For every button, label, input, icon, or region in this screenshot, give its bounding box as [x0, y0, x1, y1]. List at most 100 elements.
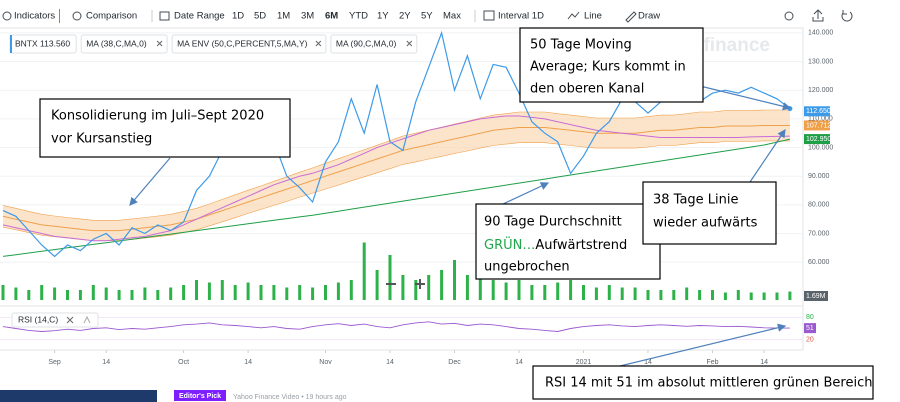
- annotation-box: [475, 203, 661, 280]
- rsi-up-button[interactable]: [83, 315, 91, 324]
- line-icon: [567, 11, 580, 20]
- indicator-tag[interactable]: [330, 34, 418, 54]
- volume-bar: [195, 280, 198, 300]
- volume-bar: [259, 285, 263, 300]
- volume-bar: [207, 282, 211, 300]
- price-tag-label: 112.650: [806, 108, 831, 115]
- cursor: [59, 9, 60, 23]
- indicator-tag[interactable]: [171, 34, 327, 54]
- toolbar: Indicators Comparison Date Range 1D 5D 1M 3…: [2, 9, 853, 23]
- comparison-button[interactable]: Comparison: [86, 11, 137, 22]
- price-tag-label: 107.712: [806, 122, 831, 129]
- watermark: finance: [703, 35, 770, 56]
- range-button[interactable]: Max: [443, 11, 461, 22]
- indicator-close-button[interactable]: [406, 40, 413, 47]
- indicators-button[interactable]: Indicators: [14, 11, 55, 22]
- annotation: 90 Tage Durchschnitt GRÜN…Aufwärtstrend …: [475, 182, 661, 280]
- volume-bar: [182, 285, 186, 300]
- settings-button[interactable]: [784, 11, 794, 21]
- annotation-box: [532, 365, 874, 400]
- volume-bar: [401, 275, 405, 300]
- interval-button[interactable]: Interval 1D: [498, 11, 544, 22]
- volume-bar: [27, 290, 31, 300]
- indicator-tag[interactable]: [80, 34, 168, 54]
- x-tick-label: Feb: [706, 359, 718, 366]
- y-tick-label: 140.000: [808, 30, 833, 37]
- volume-bar: [14, 287, 18, 300]
- volume-bar: [749, 292, 753, 300]
- volume-bar: [594, 287, 598, 300]
- annotation-box: [642, 181, 777, 245]
- volume-bar: [40, 285, 44, 300]
- range-button[interactable]: 1D: [232, 11, 244, 22]
- volume-bar: [685, 287, 689, 300]
- article-source: Yahoo Finance Video • 19 hours ago: [233, 394, 347, 401]
- line-button[interactable]: Line: [584, 11, 602, 22]
- range-button[interactable]: 5Y: [421, 11, 433, 22]
- range-button[interactable]: 2Y: [399, 11, 411, 22]
- volume-bar: [762, 292, 766, 300]
- comparison-icon: [72, 11, 82, 21]
- indicator-close-button[interactable]: [156, 40, 163, 47]
- rsi-tick-label: 80: [806, 314, 814, 321]
- volume-bar: [104, 287, 108, 300]
- annotation-text: Average; Kurs kommt in: [530, 60, 686, 75]
- indicator-tag-label: MA (38,C,MA,0): [86, 38, 147, 48]
- annotation-arrow: [619, 323, 787, 367]
- volume-bar: [465, 275, 469, 300]
- volume-bar: [633, 287, 637, 300]
- volume-bar: [362, 242, 366, 300]
- annotation-text: vor Kursanstieg: [51, 132, 152, 147]
- reset-button[interactable]: [841, 10, 853, 22]
- volume-bar: [517, 280, 521, 300]
- annotation-arrow: [699, 85, 792, 111]
- volume-bar: [478, 270, 482, 300]
- annotation: RSI 14 mit 51 im absolut mittleren grüne…: [532, 323, 874, 400]
- volume-bar: [414, 280, 418, 300]
- volume-bar: [169, 287, 173, 300]
- x-tick-label: Nov: [319, 359, 332, 366]
- date-range-button[interactable]: Date Range: [174, 11, 225, 22]
- volume-bar: [569, 280, 573, 300]
- volume-bar: [659, 290, 663, 300]
- annotation: 38 Tage Linie wieder aufwärts: [642, 129, 786, 245]
- range-button[interactable]: YTD: [349, 11, 368, 22]
- volume-bar: [1, 285, 5, 300]
- y-tick-label: 100.000: [808, 144, 833, 151]
- share-button[interactable]: [812, 9, 824, 22]
- range-button[interactable]: 3M: [301, 11, 314, 22]
- annotation: Konsolidierung im Juli–Sept 2020 vor Kur…: [39, 98, 291, 206]
- range-button[interactable]: 1Y: [377, 11, 389, 22]
- series-line: [2, 115, 790, 242]
- volume-bar: [156, 290, 160, 300]
- x-tick-label: 14: [760, 359, 768, 366]
- envelope-band: [3, 110, 790, 241]
- article-thumbnail[interactable]: [0, 390, 157, 402]
- volume-bar: [66, 290, 69, 300]
- rsi-close-button[interactable]: [66, 316, 74, 324]
- volume-bar: [607, 285, 611, 300]
- range-button[interactable]: 6M: [325, 11, 338, 22]
- annotation-text: 38 Tage Linie: [653, 193, 739, 208]
- zoom-in-button[interactable]: [415, 279, 425, 289]
- y-tick-label: 80.000: [808, 202, 830, 209]
- annotation-box: [519, 27, 704, 103]
- range-button[interactable]: 5D: [254, 11, 266, 22]
- rsi-tick-label: 20: [806, 336, 814, 343]
- volume-bar: [324, 285, 327, 300]
- volume-bar: [453, 260, 456, 300]
- volume-bar: [672, 290, 676, 300]
- price-tag: [804, 134, 830, 145]
- range-button[interactable]: 1M: [277, 11, 290, 22]
- volume-bar: [530, 285, 534, 300]
- y-tick-label: 110.000: [808, 116, 833, 123]
- volume-bar: [272, 285, 276, 300]
- volume-bar: [711, 290, 714, 300]
- volume-bar: [491, 280, 495, 300]
- annotation-text: 50 Tage Moving: [530, 38, 632, 53]
- volume-bar: [91, 285, 95, 300]
- indicator-close-button[interactable]: [315, 40, 322, 47]
- volume-bar: [427, 275, 431, 300]
- y-tick-label: 120.000: [808, 87, 833, 94]
- draw-button[interactable]: Draw: [638, 11, 660, 22]
